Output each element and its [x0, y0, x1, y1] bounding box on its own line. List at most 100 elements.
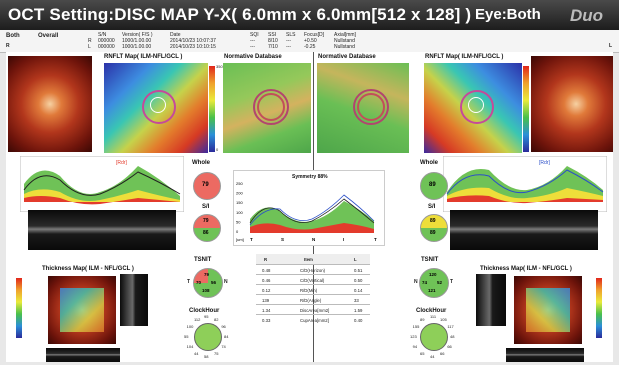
tsnit-nasal-marker: N [414, 279, 418, 285]
profile-legend: [Rdr] [116, 160, 127, 166]
info-cell: 000000 [98, 44, 115, 50]
tsnit-s: 79 [204, 272, 210, 277]
normdb-disc-ring [357, 93, 385, 121]
thickness-map-label-right: Thickness Map( ILM - NFL/GCL ) [480, 266, 572, 272]
cup-ring [150, 97, 166, 113]
scale-max: 350 [216, 64, 223, 69]
abnormal-band [24, 196, 180, 205]
si-indicator-left: 79 86 [193, 214, 221, 242]
patient-profile-line [446, 169, 604, 195]
table-row: 0.33 CupArea[mm2] 0.40 [256, 314, 370, 325]
oct-vertical-scan-right[interactable] [476, 274, 506, 326]
table-cell: 0.12 [262, 288, 271, 293]
clock-hour-value: 58 [204, 354, 209, 359]
tsnit-s: 120 [429, 272, 437, 277]
y-tick-label: 200 [236, 191, 243, 196]
cup-ring [468, 97, 484, 113]
clock-hour-value: 94 [412, 344, 418, 349]
info-cell: R [88, 38, 92, 44]
scale-min: 0 [216, 147, 219, 152]
clock-label-left: ClockHour [189, 308, 220, 314]
whole-indicator-right: 89 [420, 172, 448, 200]
thickness-map-left[interactable] [48, 276, 116, 344]
tsnit-temporal-marker: T [450, 279, 454, 285]
info-header: Version( F/S ) [122, 32, 153, 38]
tsnit-profile-left: [Rdr] [20, 156, 184, 212]
table-header-row: R Item L [256, 254, 370, 264]
tsnit-profile-right: [Rdr] [443, 156, 607, 212]
clock-hour-value: 117 [447, 324, 454, 329]
optic-disc-ring [460, 90, 494, 124]
clock-hour-value: 155 [412, 324, 420, 329]
table-row: 0.46 C/D(Vertical) 0.50 [256, 274, 370, 285]
y-tick-label: 50 [236, 219, 241, 224]
clock-hour-value: 105 [440, 316, 447, 322]
info-cell: 1000/1.00.00 [122, 44, 152, 50]
duo-logo: Duo [570, 6, 603, 25]
table-cell: 1.34 [262, 308, 271, 313]
oct-horizontal-scan-left[interactable] [46, 348, 120, 362]
tsnit-label-right: TSNIT [421, 257, 439, 263]
thickness-color-scale-left [16, 278, 22, 338]
info-cell: 000000 [98, 38, 115, 44]
table-cell: 1.59 [354, 308, 363, 313]
info-cell: -0.25 [304, 44, 316, 50]
table-cell: 0.50 [354, 278, 363, 283]
info-cell: 7/10 [268, 44, 278, 50]
tsnit-i: 121 [428, 288, 436, 293]
table-cell: 0.40 [354, 318, 363, 323]
table-cell: 0.14 [354, 288, 363, 293]
symmetry-os-line [249, 194, 375, 226]
clock-hour-value: 55 [184, 334, 189, 339]
info-header: SLS [286, 32, 296, 38]
left-eye-marker: L [609, 43, 613, 49]
table-row: 1.34 DiscArea[mm2] 1.59 [256, 304, 370, 315]
symmetry-od-line [249, 198, 375, 224]
info-header: SQI [250, 32, 259, 38]
symmetry-abnormal-band [250, 223, 374, 233]
clock-hour-value: 82 [214, 316, 219, 322]
rnfl-map-left[interactable] [104, 63, 208, 153]
oct-vertical-scan-left[interactable] [120, 274, 148, 326]
table-row: 139 R/D(Angle) 33 [256, 294, 370, 305]
clock-hour-value: 84 [224, 334, 229, 339]
rnfl-map-right[interactable] [424, 63, 522, 153]
clock-hour-value: 48 [450, 334, 455, 339]
scan-info-bar: Both Overall R L S/N Version( F/S ) Date… [0, 30, 619, 53]
col-header-r: R [264, 257, 268, 262]
right-eye-marker: R [6, 43, 10, 49]
oct-horizontal-scan-right[interactable] [506, 348, 584, 362]
abnormal-band [447, 195, 603, 204]
thickness-map-label-left: Thickness Map( ILM - NFL/GCL ) [42, 266, 134, 272]
title-bar: OCT Setting:DISC MAP Y-X( 6.0mm x 6.0mm[… [0, 0, 619, 30]
tsnit-indicator-right: 120 74 52 121 [419, 268, 449, 298]
symmetry-panel: Symmetry 88% 250 200 150 100 50 0 T S N I T [um] [233, 170, 385, 246]
oct-bscan-left[interactable] [28, 210, 176, 250]
info-header: Date [170, 32, 181, 38]
normative-database-left[interactable] [223, 63, 311, 153]
si-indicator-right: 89 89 [420, 214, 448, 242]
si-label-right: S/I [428, 204, 436, 210]
info-cell: 8/10 [268, 38, 278, 44]
clock-hour-value: 65 [420, 351, 425, 357]
clock-hour-value: 44 [430, 354, 435, 359]
normative-database-right[interactable] [317, 63, 409, 153]
info-cell: +0.50 [304, 38, 317, 44]
fundus-image-right-eye [8, 56, 92, 152]
info-cell: Nullstand [334, 38, 355, 44]
optic-disc-ring [142, 90, 176, 124]
info-cell: --- [286, 44, 291, 50]
thickness-overlay [526, 288, 570, 332]
svg-text:Duo: Duo [570, 6, 603, 25]
clock-label-right: ClockHour [416, 308, 447, 314]
table-cell: C/D(Vertical) [300, 278, 325, 283]
table-cell: R/D(Min) [300, 288, 318, 293]
info-header: Axial[mm] [334, 32, 356, 38]
oct-bscan-right[interactable] [450, 210, 598, 250]
tsnit-label-left: TSNIT [194, 257, 212, 263]
clock-hour-value: 104 [186, 344, 194, 349]
table-cell: 0.48 [262, 268, 271, 273]
thickness-map-right[interactable] [514, 276, 582, 344]
clock-hour-chart-right [420, 323, 448, 351]
info-cell: --- [250, 44, 255, 50]
